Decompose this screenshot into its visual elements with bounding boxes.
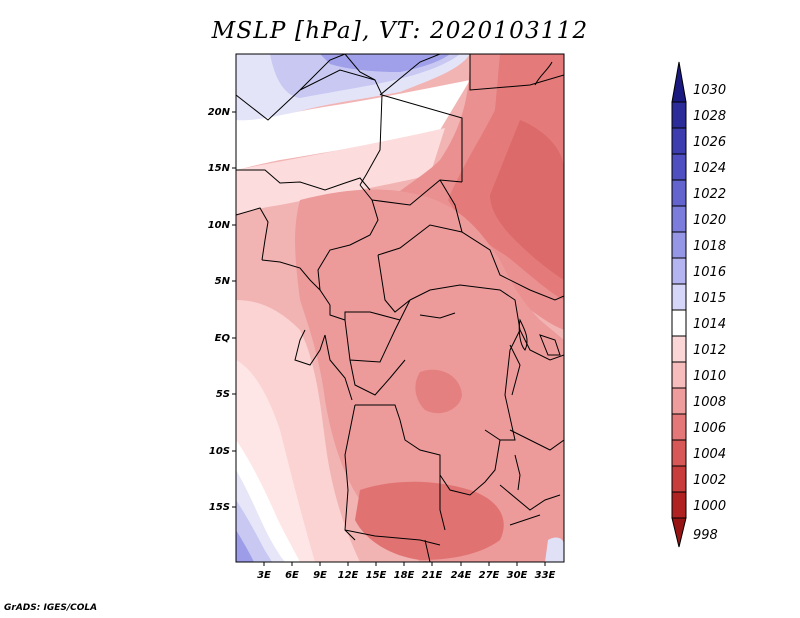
colorbar-label: 1022 <box>693 187 726 202</box>
colorbar-swatch <box>671 153 687 181</box>
colorbar: 1030 1028 1026 1024 1022 1020 1018 1016 1015 1014… <box>671 61 726 548</box>
lat-label-5s: 5S <box>216 389 230 400</box>
colorbar-swatch <box>671 465 687 493</box>
lon-label-15e: 15E <box>366 570 387 581</box>
lon-label-24e: 24E <box>451 570 472 581</box>
colorbar-swatch <box>671 179 687 207</box>
colorbar-label: 1018 <box>693 239 726 254</box>
colorbar-label: 1002 <box>693 473 726 488</box>
lon-label-6e: 6E <box>285 570 299 581</box>
lat-label-15n: 15N <box>208 163 231 174</box>
colorbar-swatch <box>671 61 687 103</box>
lon-label-30e: 30E <box>507 570 528 581</box>
colorbar-swatch <box>671 361 687 389</box>
colorbar-label: 1004 <box>693 447 726 462</box>
colorbar-swatch <box>671 257 687 285</box>
lat-label-15s: 15S <box>209 502 230 513</box>
colorbar-label: 1008 <box>693 395 726 410</box>
colorbar-swatch <box>671 517 687 548</box>
lon-label-9e: 9E <box>313 570 327 581</box>
lat-label-10n: 10N <box>208 220 231 231</box>
colorbar-label: 1024 <box>693 161 726 176</box>
colorbar-swatch <box>671 309 687 337</box>
country-borders <box>236 54 564 562</box>
lat-label-20n: 20N <box>208 107 231 118</box>
colorbar-label: 1014 <box>693 317 726 332</box>
lat-label-eq: EQ <box>215 333 231 344</box>
lon-label-12e: 12E <box>338 570 359 581</box>
colorbar-swatch <box>671 387 687 415</box>
colorbar-label: 1016 <box>693 265 726 280</box>
colorbar-label: 1015 <box>693 291 726 306</box>
longitude-axis: 3E 6E 9E 12E 15E 18E 21E 24E 27E 30E 33E <box>257 562 556 581</box>
lat-label-10s: 10S <box>209 446 230 457</box>
grads-credit: GrADS: IGES/COLA <box>4 603 98 613</box>
colorbar-label: 1000 <box>693 499 726 514</box>
colorbar-label: 1010 <box>693 369 726 384</box>
lon-label-27e: 27E <box>479 570 500 581</box>
colorbar-swatch <box>671 491 687 519</box>
colorbar-swatch <box>671 205 687 233</box>
lon-label-33e: 33E <box>535 570 556 581</box>
latitude-axis: 20N 15N 10N 5N EQ 5S 10S 15S <box>208 107 236 513</box>
map-title: MSLP [hPa], VT: 2020103112 <box>211 18 589 44</box>
lat-label-5n: 5N <box>215 276 231 287</box>
colorbar-label: 1026 <box>693 135 726 150</box>
colorbar-swatch <box>671 283 687 311</box>
colorbar-label: 1028 <box>693 109 726 124</box>
colorbar-label: 1020 <box>693 213 726 228</box>
colorbar-swatch <box>671 335 687 363</box>
colorbar-label: 1030 <box>693 83 726 98</box>
colorbar-swatch <box>671 439 687 467</box>
colorbar-label: 998 <box>693 528 718 543</box>
colorbar-swatch <box>671 231 687 259</box>
colorbar-label: 1012 <box>693 343 726 358</box>
colorbar-swatch <box>671 101 687 129</box>
colorbar-label: 1006 <box>693 421 726 436</box>
lon-label-21e: 21E <box>422 570 443 581</box>
colorbar-swatch <box>671 413 687 441</box>
lon-label-18e: 18E <box>394 570 415 581</box>
lon-label-3e: 3E <box>257 570 271 581</box>
map-frame <box>235 53 565 563</box>
colorbar-swatch <box>671 127 687 155</box>
